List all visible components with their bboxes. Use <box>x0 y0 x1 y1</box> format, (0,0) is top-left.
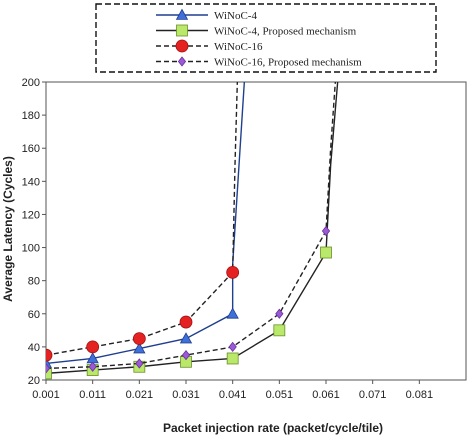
data-point <box>46 367 52 380</box>
data-point <box>228 341 237 353</box>
data-point <box>226 307 239 319</box>
legend-label: WiNoC-4 <box>214 10 257 22</box>
data-point <box>86 340 100 354</box>
data-point <box>226 265 240 279</box>
x-axis-label: Packet injection rate (packet/cycle/tile… <box>163 421 383 435</box>
data-point <box>46 363 51 374</box>
y-tick-label: 120 <box>22 209 40 221</box>
data-point <box>226 352 239 365</box>
legend-marker <box>177 56 187 67</box>
data-point <box>179 315 193 329</box>
axes: 20 40 60 80 100 120 140 160 180 200 0.001 0.011 0.02… <box>22 77 467 401</box>
x-tick-label: 0.041 <box>219 389 247 401</box>
data-point <box>88 361 97 372</box>
legend-label: WiNoC-4, Proposed mechanism <box>214 26 357 38</box>
y-tick-label: 200 <box>22 77 40 89</box>
x-tick-label: 0.031 <box>172 389 200 401</box>
data-point <box>321 225 331 237</box>
data-point <box>133 342 146 354</box>
y-axis-label: Average Latency (Cycles) <box>1 156 15 302</box>
data-point <box>181 350 191 361</box>
data-point <box>320 246 332 259</box>
legend-label: WiNoC-16, Proposed mechanism <box>214 57 362 69</box>
series-3 <box>46 82 240 362</box>
series-2 <box>46 82 339 380</box>
y-tick-label: 80 <box>28 276 40 288</box>
legend-marker <box>175 39 189 53</box>
data-point <box>275 308 284 319</box>
y-tick-label: 20 <box>28 375 40 387</box>
y-tick-label: 160 <box>22 143 40 155</box>
y-tick-label: 60 <box>28 309 40 321</box>
data-point <box>273 324 286 337</box>
data-point <box>46 348 53 362</box>
y-tick-label: 100 <box>22 243 40 255</box>
plot-frame <box>45 81 467 381</box>
series-line <box>46 82 246 365</box>
x-tick-label: 0.001 <box>32 389 60 401</box>
series-layer <box>46 82 339 380</box>
x-tick-label: 0.051 <box>266 389 294 401</box>
legend-box <box>95 3 437 73</box>
data-point <box>135 358 144 369</box>
x-tick-label: 0.061 <box>312 389 340 401</box>
series-line <box>46 82 339 375</box>
legend-marker <box>176 24 188 37</box>
series-1 <box>46 82 246 369</box>
x-tick-label: 0.081 <box>406 389 434 401</box>
legend-marker <box>175 8 189 20</box>
y-tick-label: 180 <box>22 110 40 122</box>
series-4 <box>46 82 337 374</box>
x-tick-label: 0.021 <box>126 389 154 401</box>
data-point <box>132 332 146 346</box>
y-tick-label: 40 <box>28 342 40 354</box>
series-line <box>46 82 239 356</box>
legend: WiNoC-4 WiNoC-4, Proposed mechanism WiNoC-… <box>95 3 437 73</box>
y-tick-label: 140 <box>22 176 40 188</box>
x-tick-label: 0.071 <box>359 389 387 401</box>
data-point <box>179 332 193 344</box>
x-tick-label: 0.011 <box>79 389 106 401</box>
legend-label: WiNoC-16 <box>214 41 263 53</box>
